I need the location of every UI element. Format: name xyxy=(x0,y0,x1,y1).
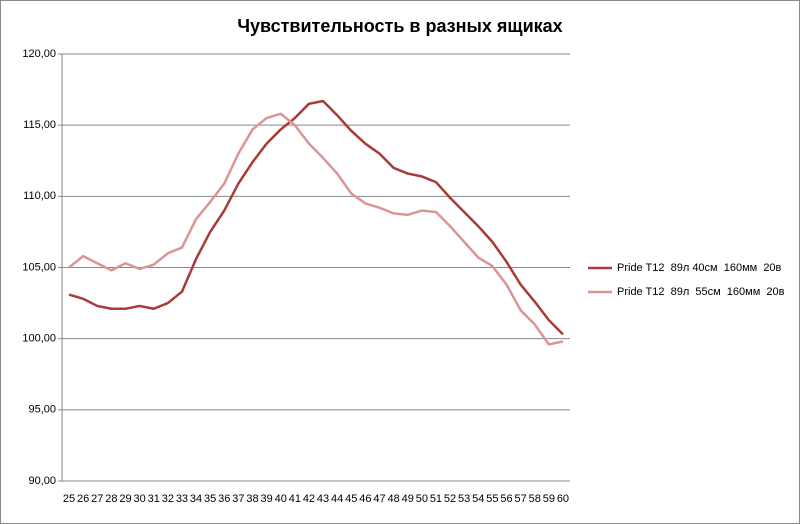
x-tick-label: 34 xyxy=(190,493,202,505)
x-tick-label: 48 xyxy=(387,493,399,505)
x-tick-label: 26 xyxy=(77,493,89,505)
x-tick-label: 36 xyxy=(218,493,230,505)
x-tick-label: 45 xyxy=(345,493,357,505)
x-tick-label: 25 xyxy=(63,493,75,505)
y-tick-label: 115,00 xyxy=(23,119,56,131)
x-tick-label: 57 xyxy=(514,493,526,505)
x-tick-label: 27 xyxy=(91,493,103,505)
x-tick-label: 38 xyxy=(246,493,258,505)
x-tick-label: 28 xyxy=(105,493,117,505)
x-tick-label: 33 xyxy=(176,493,188,505)
y-tick-label: 90,00 xyxy=(28,475,56,487)
x-tick-label: 52 xyxy=(444,493,456,505)
y-tick-label: 105,00 xyxy=(22,261,56,273)
x-tick-label: 39 xyxy=(260,493,272,505)
y-tick-label: 120,00 xyxy=(22,48,56,60)
x-tick-label: 41 xyxy=(289,493,301,505)
x-tick-label: 43 xyxy=(317,493,329,505)
series-line xyxy=(68,99,564,336)
x-tick-label: 31 xyxy=(148,493,160,505)
x-tick-label: 54 xyxy=(472,493,484,505)
legend-label: Pride T12 89л 55см 160мм 20в xyxy=(617,286,785,298)
x-tick-label: 50 xyxy=(416,493,428,505)
x-tick-label: 51 xyxy=(430,493,442,505)
x-tick-label: 55 xyxy=(486,493,498,505)
x-tick-label: 56 xyxy=(500,493,512,505)
x-tick-label: 35 xyxy=(204,493,216,505)
series-line xyxy=(68,112,564,346)
x-tick-label: 30 xyxy=(133,493,145,505)
y-tick-label: 110,00 xyxy=(23,190,56,202)
y-tick-label: 95,00 xyxy=(28,404,56,416)
x-tick-label: 49 xyxy=(402,493,414,505)
chart-title: Чувствительность в разных ящиках xyxy=(237,16,562,36)
x-tick-label: 40 xyxy=(275,493,287,505)
x-tick-label: 42 xyxy=(303,493,315,505)
x-tick-label: 60 xyxy=(557,493,569,505)
x-tick-label: 32 xyxy=(162,493,174,505)
legend-label: Pride T12 89л 40см 160мм 20в xyxy=(617,262,782,274)
x-tick-label: 58 xyxy=(529,493,541,505)
x-tick-label: 44 xyxy=(331,493,343,505)
x-tick-label: 37 xyxy=(232,493,244,505)
x-tick-label: 47 xyxy=(373,493,385,505)
x-tick-label: 46 xyxy=(359,493,371,505)
x-tick-label: 53 xyxy=(458,493,470,505)
x-tick-label: 29 xyxy=(119,493,131,505)
x-tick-label: 59 xyxy=(543,493,555,505)
y-tick-label: 100,00 xyxy=(22,333,56,345)
